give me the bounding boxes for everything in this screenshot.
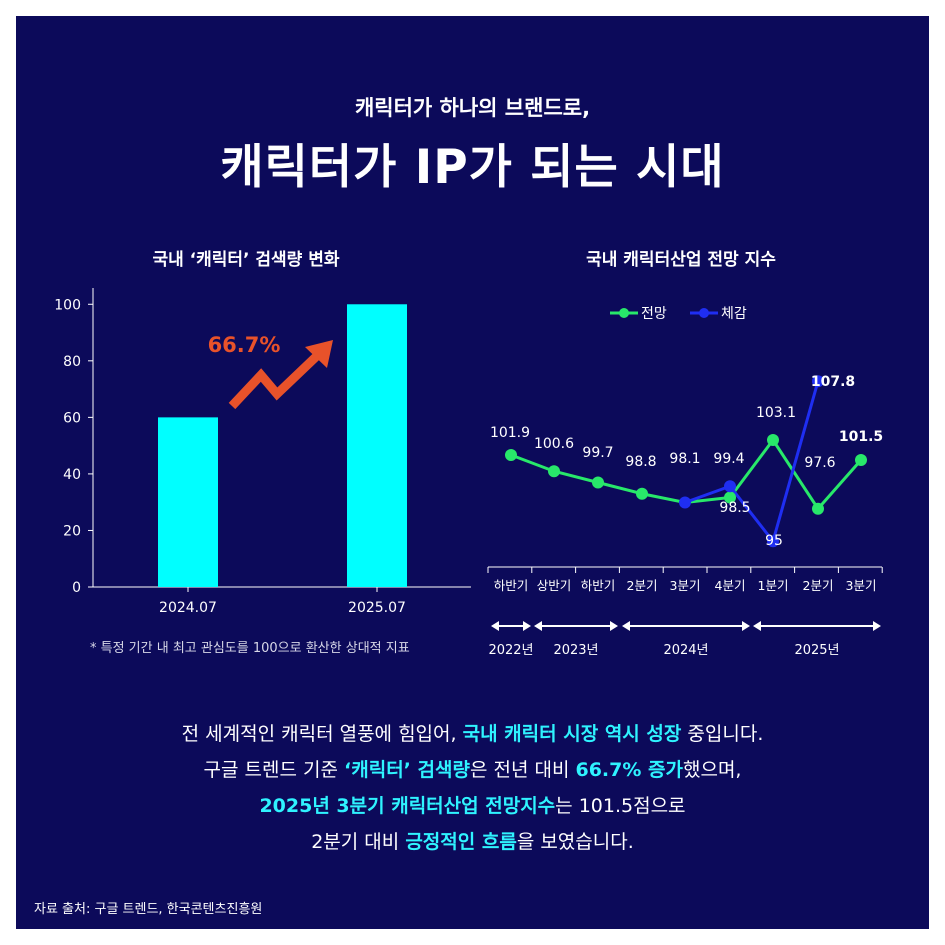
forecast-point — [636, 487, 648, 500]
forecast-point — [592, 476, 604, 489]
arrow-left-icon — [622, 621, 630, 631]
year-group-label: 2025년 — [794, 643, 839, 658]
line-chart-data-label: 99.7 — [582, 445, 613, 461]
summary-highlight: ‘캐릭터’ 검색량 — [344, 759, 470, 781]
bar-chart-y-tick-label: 0 — [72, 580, 81, 596]
legend-forecast-label: 전망 — [641, 306, 667, 322]
summary-text-plain: 는 101.5점으로 — [555, 795, 686, 817]
line-chart-data-label: 107.8 — [811, 374, 855, 390]
arrow-right-icon — [523, 621, 531, 631]
summary-line-3: 2025년 3분기 캐릭터산업 전망지수는 101.5점으로 — [16, 788, 929, 824]
legend-forecast-marker — [619, 308, 629, 318]
summary-highlight: 2025년 3분기 캐릭터산업 전망지수 — [259, 795, 556, 817]
line-chart-x-tick-label: 하반기 — [494, 578, 529, 593]
summary-line-4: 2분기 대비 긍정적인 흐름을 보였습니다. — [16, 824, 929, 860]
forecast-point — [505, 449, 517, 461]
subtitle: 캐릭터가 하나의 브랜드로, — [354, 96, 591, 120]
bar-chart-bar — [158, 417, 218, 587]
growth-arrow-icon — [228, 348, 325, 410]
summary-highlight: 긍정적인 흐름 — [405, 831, 517, 853]
line-chart-data-label: 98.1 — [669, 451, 700, 467]
summary-text-plain: 전 세계적인 캐릭터 열풍에 힘입어, — [181, 723, 463, 745]
legend-actual-label: 체감 — [721, 306, 747, 322]
arrow-right-icon — [742, 621, 750, 631]
line-chart-x-tick-label: 상반기 — [537, 578, 572, 593]
year-group-label: 2023년 — [553, 643, 598, 658]
arrow-left-icon — [753, 621, 761, 631]
year-group-label: 2022년 — [488, 643, 533, 658]
forecast-point — [724, 491, 736, 504]
actual-series-line — [684, 380, 820, 545]
line-chart-data-label: 100.6 — [534, 436, 574, 452]
line-chart-data-label: 98.5 — [719, 500, 750, 516]
line-chart-data-label: 101.5 — [839, 429, 883, 445]
bar-chart-bar — [347, 304, 407, 587]
line-chart-x-tick-label: 2분기 — [803, 578, 834, 593]
arrow-right-icon — [610, 621, 618, 631]
summary-text-plain: 을 보였습니다. — [516, 831, 634, 853]
bar-chart-x-tick-label: 2025.07 — [348, 600, 406, 616]
line-chart-data-label: 95 — [765, 533, 783, 549]
year-group-label: 2024년 — [663, 643, 708, 658]
bar-chart-y-tick-label: 100 — [54, 297, 81, 313]
legend-actual-marker — [699, 308, 709, 318]
summary-line-2: 구글 트렌드 기준 ‘캐릭터’ 검색량은 전년 대비 66.7% 증가했으며, — [16, 752, 929, 788]
summary-text-plain: 구글 트렌드 기준 — [203, 759, 345, 781]
arrow-left-icon — [534, 621, 542, 631]
forecast-point — [548, 465, 560, 478]
bar-chart-y-tick-label: 40 — [63, 467, 81, 483]
bar-chart: 0 20 40 60 80 100 2024.07 2025.07 66.7% 전망 체감 101.9… — [54, 288, 883, 658]
bar-chart-y-tick-label: 80 — [63, 354, 81, 370]
bar-chart-y-tick-label: 20 — [63, 523, 81, 539]
line-chart-data-label: 97.6 — [804, 455, 835, 471]
line-chart-x-tick-label: 3분기 — [846, 578, 877, 593]
line-chart-data-label: 99.4 — [713, 451, 744, 467]
page-title: 캐릭터가 IP가 되는 시대 — [220, 140, 725, 195]
line-chart-x-tick-label: 4분기 — [715, 578, 746, 593]
actual-point — [767, 535, 779, 548]
summary-text: 전 세계적인 캐릭터 열풍에 힘입어, 국내 캐릭터 시장 역시 성장 중입니다… — [16, 716, 929, 860]
line-chart-data-label: 103.1 — [756, 405, 796, 421]
line-chart-data-label: 98.8 — [625, 454, 656, 470]
actual-point — [679, 496, 691, 509]
forecast-point — [812, 502, 824, 515]
line-chart-x-tick-label: 3분기 — [670, 578, 701, 593]
line-chart-title: 국내 캐릭터산업 전망 지수 — [586, 250, 776, 270]
line-chart-x-tick-label: 2분기 — [627, 578, 658, 593]
growth-arrowhead-icon — [305, 340, 333, 368]
summary-text-plain: 했으며, — [682, 759, 742, 781]
arrow-left-icon — [491, 621, 499, 631]
summary-text-plain: 은 전년 대비 — [469, 759, 576, 781]
summary-text-plain: 중입니다. — [681, 723, 764, 745]
summary-line-1: 전 세계적인 캐릭터 열풍에 힘입어, 국내 캐릭터 시장 역시 성장 중입니다… — [16, 716, 929, 752]
forecast-point — [855, 454, 867, 466]
bar-chart-x-tick-label: 2024.07 — [159, 600, 217, 616]
growth-percentage-label: 66.7% — [208, 333, 281, 357]
actual-point — [724, 480, 736, 493]
bar-chart-y-tick-label: 60 — [63, 410, 81, 426]
bar-chart-footnote: * 특정 기간 내 최고 관심도를 100으로 환산한 상대적 지표 — [90, 641, 410, 656]
summary-highlight: 66.7% 증가 — [575, 759, 683, 781]
line-chart-x-tick-label: 1분기 — [758, 578, 789, 593]
actual-point — [812, 375, 824, 388]
bar-chart-title: 국내 ‘캐릭터’ 검색량 변화 — [152, 250, 340, 270]
source-credit: 자료 출처: 구글 트렌드, 한국콘텐츠진흥원 — [34, 902, 263, 917]
arrow-right-icon — [873, 621, 881, 631]
summary-text-plain: 2분기 대비 — [311, 831, 406, 853]
forecast-point — [767, 434, 779, 446]
line-chart-data-label: 101.9 — [490, 425, 530, 441]
infographic-card: 캐릭터가 하나의 브랜드로, 캐릭터가 IP가 되는 시대 국내 ‘캐릭터’ 검… — [16, 16, 929, 929]
summary-highlight: 국내 캐릭터 시장 역시 성장 — [462, 723, 682, 745]
line-chart-x-tick-label: 하반기 — [581, 578, 616, 593]
